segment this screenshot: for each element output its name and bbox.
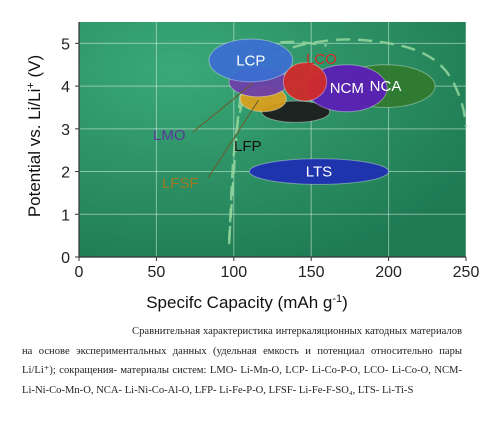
boundary-curve-1 xyxy=(227,38,468,245)
material-regions xyxy=(208,38,436,185)
region-lcp xyxy=(208,38,294,83)
material-labels: LFP LFSF LMO NCA NCM LCP LCO LTS xyxy=(153,51,401,192)
axes xyxy=(75,22,467,261)
label-lfp: LFP xyxy=(234,138,262,155)
x-tick-label: 100 xyxy=(220,264,247,281)
boundary-curve-2 xyxy=(227,40,327,240)
label-lts: LTS xyxy=(306,164,332,181)
y-tick-label: 1 xyxy=(61,207,70,224)
label-ncm: NCM xyxy=(330,80,364,97)
boundary-curves xyxy=(227,38,468,245)
y-axis-title: Potential vs. Li/Li+ (V) xyxy=(25,55,44,217)
y-tick-label: 0 xyxy=(61,250,70,267)
x-axis-title: Specifc Capacity (mAh g-1) xyxy=(146,293,348,312)
label-lco: LCO xyxy=(306,51,337,68)
y-tick-label: 2 xyxy=(61,165,70,182)
label-nca: NCA xyxy=(370,78,402,95)
figure-caption: Сравнительная характеристика интеркаляци… xyxy=(22,326,462,396)
leader-lmo xyxy=(192,82,254,133)
label-lcp: LCP xyxy=(236,52,265,69)
y-tick-label: 5 xyxy=(61,36,70,53)
x-tick-label: 150 xyxy=(298,264,325,281)
tick-labels: 0 50 100 150 200 250 0 1 2 3 4 5 xyxy=(61,36,479,281)
y-tick-label: 3 xyxy=(61,122,70,139)
y-tick-label: 4 xyxy=(61,79,70,96)
label-lmo: LMO xyxy=(153,127,186,144)
x-tick-label: 50 xyxy=(148,264,166,281)
label-lfsf: LFSF xyxy=(162,175,199,192)
leader-lfsf xyxy=(207,99,259,179)
label-leader-lines xyxy=(192,82,259,179)
region-lco xyxy=(282,62,328,102)
region-lts xyxy=(248,158,390,185)
x-tick-label: 250 xyxy=(453,264,480,281)
x-tick-label: 200 xyxy=(375,264,402,281)
x-tick-label: 0 xyxy=(75,264,84,281)
